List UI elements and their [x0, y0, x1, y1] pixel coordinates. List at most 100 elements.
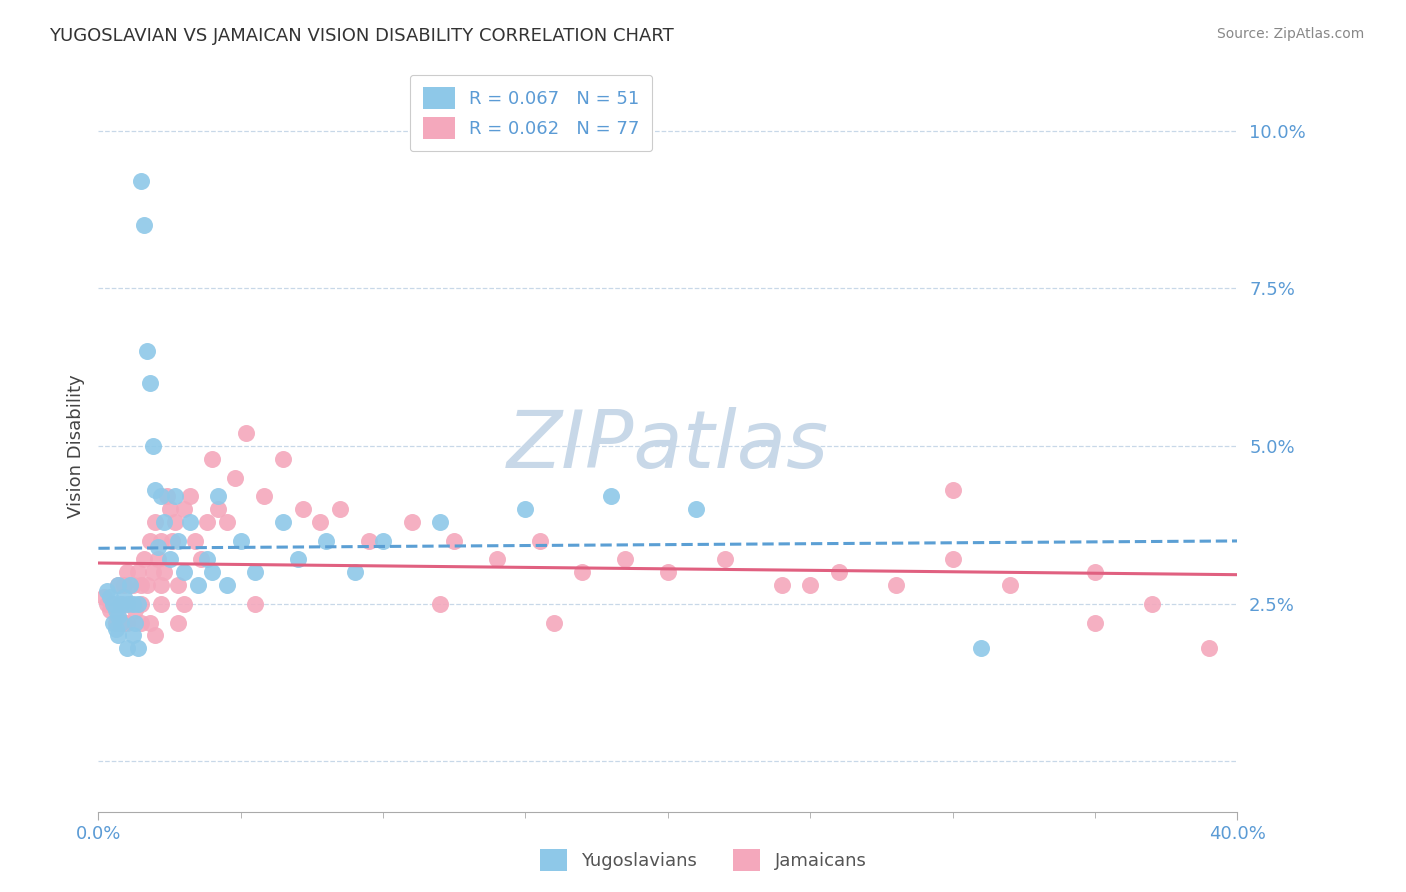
Legend: Yugoslavians, Jamaicans: Yugoslavians, Jamaicans	[533, 842, 873, 879]
Point	[96, 584, 118, 599]
Point	[1084, 615, 1107, 630]
Point	[515, 502, 537, 516]
Point	[187, 578, 209, 592]
Point	[129, 615, 152, 630]
Point	[110, 597, 132, 611]
Point	[162, 533, 184, 548]
Point	[132, 552, 155, 566]
Point	[115, 597, 138, 611]
Point	[129, 597, 152, 611]
Point	[942, 483, 965, 497]
Point	[115, 615, 138, 630]
Point	[112, 615, 135, 630]
Point	[127, 640, 149, 655]
Point	[138, 376, 160, 390]
Point	[443, 533, 465, 548]
Point	[657, 565, 679, 579]
Point	[770, 578, 793, 592]
Point	[207, 502, 229, 516]
Point	[173, 502, 195, 516]
Point	[118, 578, 141, 592]
Point	[104, 622, 127, 636]
Point	[129, 174, 152, 188]
Point	[799, 578, 821, 592]
Point	[1084, 565, 1107, 579]
Point	[112, 591, 135, 605]
Point	[207, 490, 229, 504]
Legend: R = 0.067   N = 51, R = 0.062   N = 77: R = 0.067 N = 51, R = 0.062 N = 77	[411, 75, 652, 152]
Point	[942, 552, 965, 566]
Point	[828, 565, 851, 579]
Point	[167, 615, 190, 630]
Point	[165, 515, 187, 529]
Point	[287, 552, 309, 566]
Point	[110, 597, 132, 611]
Point	[714, 552, 737, 566]
Point	[124, 615, 146, 630]
Point	[273, 515, 295, 529]
Point	[98, 591, 121, 605]
Point	[107, 603, 129, 617]
Point	[201, 451, 224, 466]
Point	[429, 515, 451, 529]
Point	[101, 615, 124, 630]
Point	[195, 515, 218, 529]
Point	[121, 578, 143, 592]
Point	[343, 565, 366, 579]
Point	[224, 470, 246, 484]
Point	[138, 533, 160, 548]
Point	[429, 597, 451, 611]
Point	[153, 565, 176, 579]
Point	[138, 615, 160, 630]
Point	[98, 603, 121, 617]
Point	[529, 533, 551, 548]
Point	[685, 502, 707, 516]
Point	[179, 515, 201, 529]
Point	[112, 578, 135, 592]
Point	[127, 565, 149, 579]
Point	[243, 565, 266, 579]
Point	[101, 597, 124, 611]
Point	[292, 502, 315, 516]
Point	[252, 490, 274, 504]
Point	[93, 591, 115, 605]
Point	[156, 490, 179, 504]
Point	[173, 565, 195, 579]
Point	[107, 578, 129, 592]
Point	[107, 609, 129, 624]
Point	[145, 483, 167, 497]
Point	[150, 533, 173, 548]
Point	[150, 490, 173, 504]
Point	[215, 515, 238, 529]
Point	[115, 640, 138, 655]
Point	[190, 552, 212, 566]
Point	[135, 344, 157, 359]
Point	[998, 578, 1021, 592]
Point	[600, 490, 623, 504]
Point	[104, 603, 127, 617]
Point	[110, 615, 132, 630]
Point	[329, 502, 352, 516]
Point	[104, 615, 127, 630]
Point	[243, 597, 266, 611]
Point	[132, 219, 155, 233]
Point	[101, 597, 124, 611]
Point	[229, 533, 252, 548]
Point	[373, 533, 395, 548]
Point	[195, 552, 218, 566]
Point	[165, 490, 187, 504]
Point	[110, 615, 132, 630]
Point	[159, 552, 181, 566]
Text: Source: ZipAtlas.com: Source: ZipAtlas.com	[1216, 27, 1364, 41]
Point	[235, 426, 257, 441]
Point	[148, 552, 170, 566]
Point	[141, 439, 163, 453]
Point	[309, 515, 332, 529]
Point	[121, 628, 143, 642]
Point	[167, 533, 190, 548]
Text: YUGOSLAVIAN VS JAMAICAN VISION DISABILITY CORRELATION CHART: YUGOSLAVIAN VS JAMAICAN VISION DISABILIT…	[49, 27, 673, 45]
Point	[486, 552, 509, 566]
Point	[179, 490, 201, 504]
Point	[884, 578, 907, 592]
Point	[173, 597, 195, 611]
